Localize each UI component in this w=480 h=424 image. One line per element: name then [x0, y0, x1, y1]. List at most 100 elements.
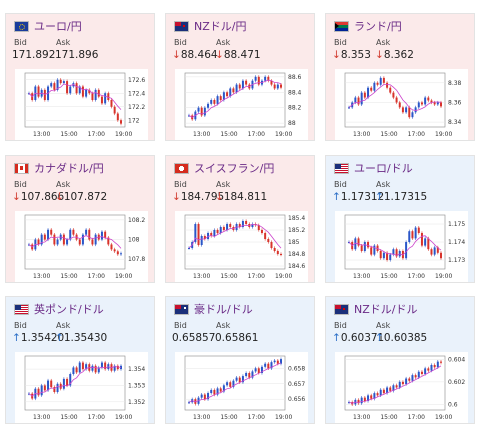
card-title[interactable]: 英ポンド/ドル — [14, 301, 104, 317]
candlestick-chart[interactable]: 185.4 185.2 185 184.8 184.6 13:00 15:00 17:00 19… — [175, 211, 308, 282]
bid-value: ↓107.866 — [12, 191, 65, 203]
candle-body — [440, 102, 442, 107]
ask-arrow-icon: ↓ — [215, 191, 224, 203]
card-title[interactable]: NZドル/ドル — [334, 301, 417, 317]
candle-body — [78, 239, 81, 245]
y-tick-label: 108 — [128, 237, 140, 244]
card-title[interactable]: カナダドル/円 — [14, 160, 104, 176]
rate-card[interactable]: NZドル/円 Bid Ask ↓88.464 ↓88.471 88.6 88.4 88.2 88… — [165, 13, 315, 141]
candle-body — [248, 372, 251, 378]
rate-card[interactable]: NZドル/ドル Bid Ask ↑0.60371 ↑0.60385 0.604 0.602 0… — [325, 296, 475, 424]
candle-body — [56, 239, 59, 245]
chart-svg: 1.175 1.174 1.173 13:00 15:00 17:00 19:00 — [335, 211, 468, 282]
candle-body — [401, 381, 404, 385]
card-title[interactable]: NZドル/円 — [174, 18, 246, 34]
y-tick-label: 107.8 — [128, 256, 145, 263]
y-tick-label: 185.4 — [288, 215, 305, 222]
au-flag — [174, 303, 189, 315]
candle-body — [433, 365, 436, 368]
bid-arrow-icon: ↓ — [172, 49, 181, 61]
rate-card[interactable]: カナダドル/円 Bid Ask ↓107.866 ↓107.872 108.2 108 107… — [5, 155, 155, 283]
x-tick-label: 17:00 — [248, 273, 265, 280]
candle-body — [50, 229, 53, 235]
card-title[interactable]: ランド/円 — [334, 18, 402, 34]
rate-card[interactable]: ユーロ/円 Bid Ask 171.892 171.896 172.6 172.4 172.2… — [5, 13, 155, 141]
candlestick-chart[interactable]: 1.354 1.353 1.352 13:00 15:00 17:00 19:00 — [15, 352, 148, 423]
candle-body — [264, 363, 267, 367]
currency-pair-label[interactable]: NZドル/ドル — [354, 303, 418, 316]
candle-body — [251, 371, 254, 378]
rate-card[interactable]: ランド/円 Bid Ask ↓8.353 ↓8.362 8.38 8.36 8.34 13:00… — [325, 13, 475, 141]
candle-body — [389, 87, 392, 93]
candle-body — [235, 377, 238, 381]
currency-pair-label[interactable]: スイスフラン/円 — [194, 162, 275, 175]
ask-label: Ask — [376, 38, 391, 47]
moving-average-line — [348, 365, 442, 404]
candlestick-chart[interactable]: 88.6 88.4 88.2 88 13:00 15:00 17:00 19:00 — [175, 69, 308, 140]
candlestick-chart[interactable]: 172.6 172.4 172.2 172 13:00 15:00 17:00 19:00 — [15, 69, 148, 140]
candle-body — [219, 96, 222, 100]
candle-body — [110, 244, 113, 250]
card-title[interactable]: スイスフラン/円 — [174, 160, 274, 176]
candle-body — [392, 385, 395, 391]
candle-body — [436, 361, 439, 368]
candle-body — [56, 383, 59, 392]
candle-body — [267, 239, 270, 242]
rate-card[interactable]: ユーロ/ドル Bid Ask ↑1.17312 ↑1.17315 1.175 1.174 1.… — [325, 155, 475, 283]
candlestick-chart[interactable]: 0.658 0.657 0.656 13:00 15:00 17:00 19:00 — [175, 352, 308, 423]
card-title[interactable]: 豪ドル/ドル — [174, 301, 253, 317]
candle-body — [363, 92, 366, 98]
bid-value: ↑1.17312 — [332, 191, 385, 203]
candle-body — [200, 236, 203, 245]
bid-value: ↓8.353 — [332, 49, 371, 61]
candle-body — [197, 107, 200, 112]
candlestick-chart[interactable]: 108.2 108 107.8 13:00 15:00 17:00 19:00 — [15, 211, 148, 282]
currency-pair-label[interactable]: ランド/円 — [354, 20, 402, 33]
candle-body — [40, 385, 43, 396]
currency-pair-label[interactable]: ユーロ/ドル — [354, 162, 413, 175]
candle-body — [382, 389, 385, 394]
candle-body — [427, 238, 430, 250]
card-title[interactable]: ユーロ/ドル — [334, 160, 413, 176]
candle-body — [113, 106, 116, 114]
chart-background — [15, 69, 148, 140]
candle-body — [420, 233, 423, 246]
candle-body — [241, 221, 244, 227]
rate-card[interactable]: スイスフラン/円 Bid Ask ↓184.795 ↓184.811 185.4 185.2… — [165, 155, 315, 283]
currency-pair-label[interactable]: NZドル/円 — [194, 20, 247, 33]
candle-body — [267, 76, 270, 81]
candle-body — [59, 79, 62, 84]
candle-body — [280, 254, 282, 255]
candlestick-chart[interactable]: 1.175 1.174 1.173 13:00 15:00 17:00 19:00 — [335, 211, 468, 282]
bid-arrow-icon: ↓ — [172, 191, 181, 203]
candle-body — [405, 242, 408, 259]
currency-pair-label[interactable]: 英ポンド/ドル — [34, 303, 104, 316]
candle-body — [440, 361, 442, 363]
x-tick-label: 19:00 — [435, 273, 452, 280]
candle-body — [264, 76, 267, 81]
candlestick-chart[interactable]: 8.38 8.36 8.34 13:00 15:00 17:00 19:00 — [335, 69, 468, 140]
candle-body — [405, 107, 408, 113]
candle-body — [40, 234, 43, 245]
card-title[interactable]: ユーロ/円 — [14, 18, 82, 34]
ask-value: 0.65861 — [215, 332, 259, 344]
candle-body — [62, 378, 65, 389]
candle-body — [188, 402, 190, 404]
x-tick-label: 13:00 — [353, 273, 370, 280]
currency-pair-label[interactable]: カナダドル/円 — [34, 162, 104, 175]
x-tick-label: 15:00 — [380, 131, 397, 138]
candle-body — [188, 248, 190, 249]
candle-body — [363, 242, 366, 251]
rate-card[interactable]: 豪ドル/ドル Bid Ask 0.65857 0.65861 0.658 0.657 0.65… — [165, 296, 315, 424]
currency-pair-label[interactable]: ユーロ/円 — [34, 20, 82, 33]
candle-body — [28, 393, 30, 395]
candle-body — [81, 86, 84, 97]
candle-body — [398, 102, 401, 108]
rate-card[interactable]: 英ポンド/ドル Bid Ask ↑1.35420 ↑1.35430 1.354 1.353 1… — [5, 296, 155, 424]
currency-pair-label[interactable]: 豪ドル/ドル — [194, 303, 253, 316]
candle-body — [392, 249, 395, 255]
candlestick-chart[interactable]: 0.604 0.602 0.6 13:00 15:00 17:00 19:00 — [335, 352, 468, 423]
candle-body — [50, 83, 53, 87]
y-tick-label: 184.6 — [288, 263, 305, 270]
candle-body — [370, 87, 373, 91]
